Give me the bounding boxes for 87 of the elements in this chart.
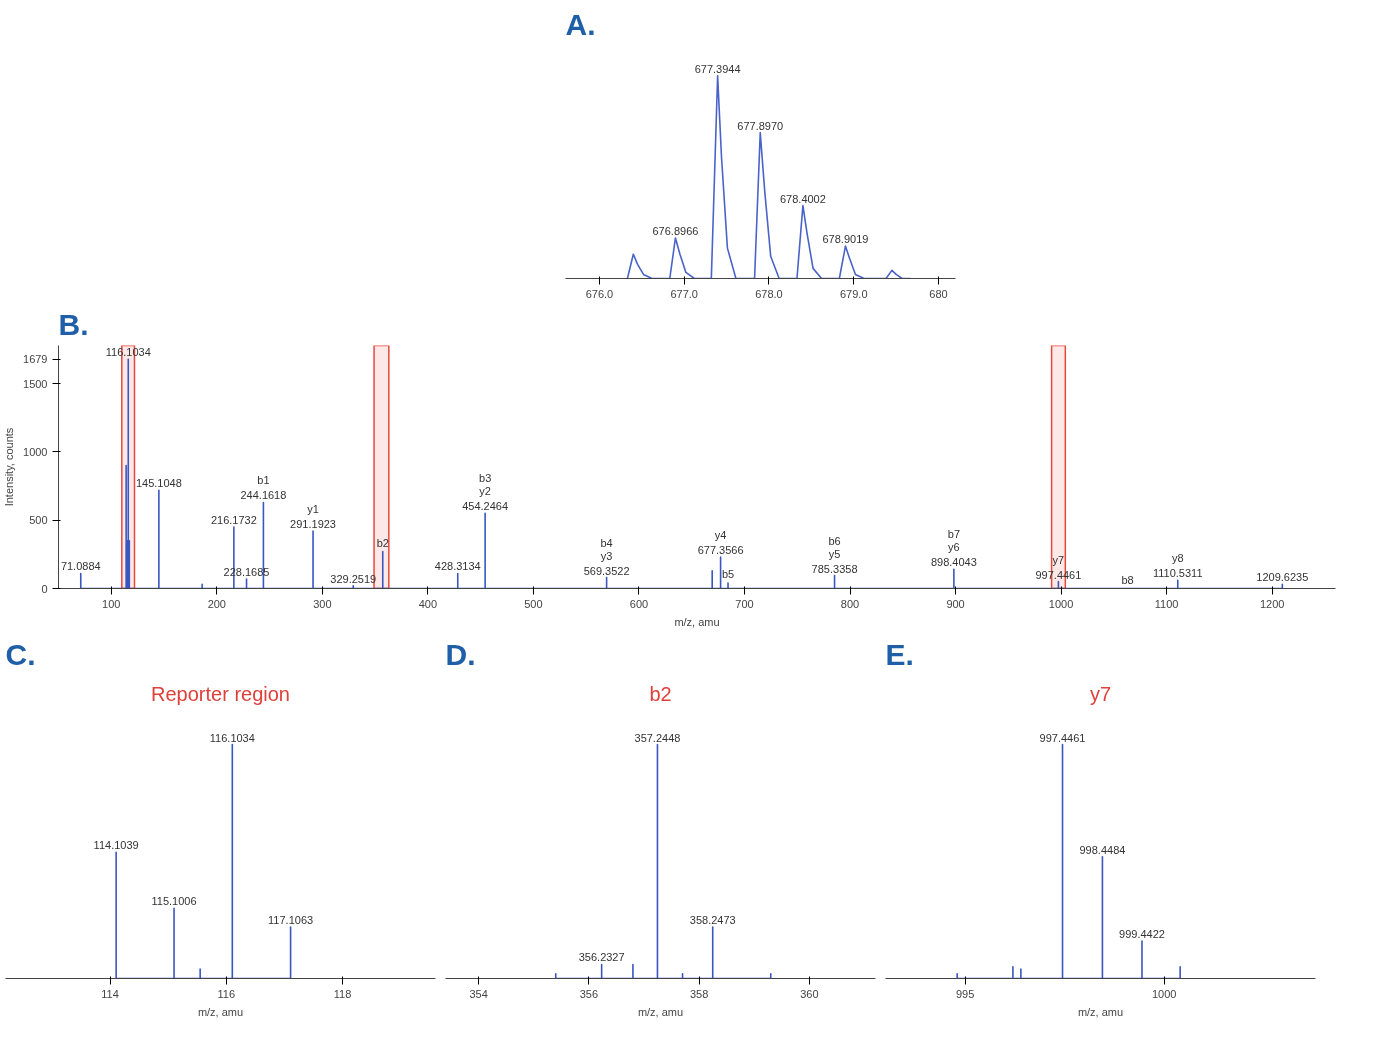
chart-title: C.	[5, 637, 36, 671]
x-tick-label: 1000	[1151, 987, 1177, 1000]
x-axis-title: m/z, amu	[197, 1005, 244, 1018]
annotation: b5	[721, 568, 735, 581]
annotation: 114.1039	[93, 839, 139, 852]
x-tick-label: 995	[955, 987, 975, 1000]
y-tick-label: 500	[29, 514, 48, 527]
x-tick-label: 900	[946, 597, 965, 610]
annotation: 356.2327	[578, 951, 625, 964]
x-tick-label: 116	[217, 987, 236, 1000]
annotation: 678.9019	[822, 233, 869, 246]
annotation: 676.8966	[652, 224, 699, 237]
x-tick-label: 600	[629, 597, 649, 610]
y-tick-label: 1679	[23, 353, 48, 366]
chart-subtitle: b2	[649, 682, 672, 705]
annotation: 677.8970	[737, 119, 784, 132]
annotation: 216.1732	[210, 514, 257, 527]
y-tick-label: 0	[41, 582, 48, 595]
annotation: 244.1618	[240, 489, 287, 502]
annotation: y6	[948, 541, 960, 554]
annotation: 428.3134	[434, 560, 481, 573]
annotation: 677.3944	[694, 62, 741, 75]
x-tick-label: 118	[333, 987, 352, 1000]
annotation: 997.4461	[1039, 731, 1086, 744]
x-axis-title: m/z, amu	[637, 1005, 684, 1018]
x-tick-label: 400	[418, 597, 438, 610]
annotation: y8	[1171, 552, 1184, 565]
chart-title: A.	[565, 7, 596, 41]
x-axis-title: m/z, amu	[1077, 1005, 1124, 1018]
x-tick-label: 1100	[1154, 597, 1179, 610]
x-tick-label: 114	[101, 987, 119, 1000]
annotation: y7	[1052, 553, 1065, 566]
x-tick-label: 200	[207, 597, 226, 610]
x-tick-label: 800	[840, 597, 860, 610]
annotation: b4	[600, 536, 613, 549]
annotation: y4	[714, 529, 727, 542]
annotation: 569.3522	[583, 564, 630, 577]
annotation: 291.1923	[290, 518, 336, 531]
annotation: 1209.6235	[1256, 571, 1309, 584]
x-tick-label: 354	[469, 987, 488, 1000]
x-tick-label: 1200	[1259, 597, 1285, 610]
chart-title: D.	[445, 637, 476, 671]
x-tick-label: 358	[689, 987, 709, 1000]
annotation: 117.1063	[268, 914, 314, 927]
y-tick-label: 1000	[23, 445, 48, 458]
x-tick-label: 679.0	[840, 287, 868, 300]
x-tick-label: 360	[800, 987, 819, 1000]
chart-subtitle: Reporter region	[151, 682, 290, 705]
annotation: b3	[479, 472, 492, 485]
annotation: 999.4422	[1119, 928, 1165, 941]
annotation: b8	[1121, 573, 1134, 586]
x-axis-title: m/z, amu	[674, 615, 720, 628]
x-tick-label: 678.0	[755, 287, 783, 300]
annotation: y5	[828, 547, 841, 560]
x-tick-label: 500	[524, 597, 543, 610]
annotation: y1	[307, 503, 319, 516]
annotation: 358.2473	[689, 914, 736, 927]
annotation: 785.3358	[811, 562, 858, 575]
x-tick-label: 700	[735, 597, 754, 610]
x-tick-label: 677.0	[670, 287, 698, 300]
chart-title: B.	[58, 307, 89, 341]
annotation: 145.1048	[135, 477, 182, 490]
annotation: b7	[947, 528, 961, 541]
annotation: 71.0884	[60, 560, 101, 573]
annotation: 357.2448	[634, 731, 681, 744]
y-tick-label: 1500	[23, 377, 48, 390]
x-tick-label: 1000	[1048, 597, 1074, 610]
chart-subtitle: y7	[1089, 682, 1112, 705]
chart-title: E.	[885, 637, 914, 671]
annotation: 898.4043	[930, 556, 977, 569]
x-tick-label: 356	[579, 987, 599, 1000]
x-tick-label: 300	[313, 597, 332, 610]
annotation: 677.3566	[697, 544, 744, 557]
annotation: b6	[828, 534, 841, 547]
annotation: 998.4484	[1079, 843, 1126, 856]
x-tick-label: 680	[929, 287, 948, 300]
annotation: 678.4002	[779, 192, 826, 205]
annotation: b1	[257, 474, 270, 487]
annotation: 1110.5311	[1152, 567, 1203, 580]
annotation: 454.2464	[462, 500, 509, 513]
y-axis-title: Intensity, counts	[3, 427, 16, 507]
annotation: 116.1034	[209, 731, 255, 744]
x-tick-label: 676.0	[585, 287, 614, 300]
annotation: 115.1006	[151, 895, 197, 908]
annotation: y3	[600, 549, 613, 562]
x-tick-label: 100	[102, 597, 121, 610]
annotation: y2	[479, 485, 491, 498]
